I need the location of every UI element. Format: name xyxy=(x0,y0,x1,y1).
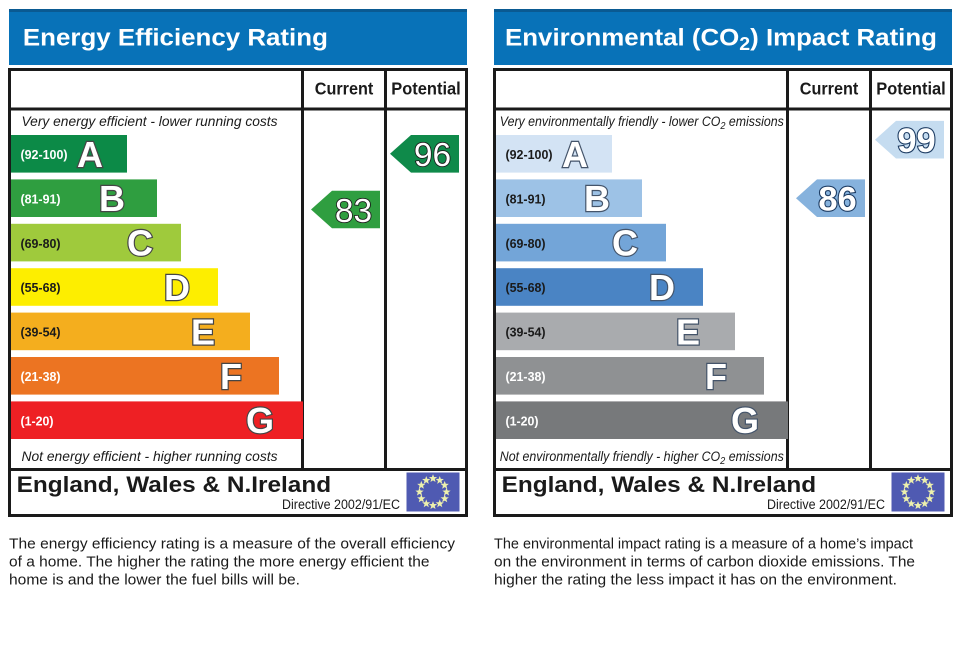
svg-text:D: D xyxy=(164,267,190,308)
svg-text:on the environment in terms of: on the environment in terms of carbon di… xyxy=(494,554,915,570)
svg-text:Potential: Potential xyxy=(391,79,461,99)
svg-text:A: A xyxy=(77,134,103,175)
svg-text:(1-20): (1-20) xyxy=(506,414,539,428)
svg-text:The environmental impact ratin: The environmental impact rating is a mea… xyxy=(494,536,913,552)
svg-text:(21-38): (21-38) xyxy=(506,370,546,384)
svg-text:E: E xyxy=(191,311,215,352)
svg-text:of a home. The higher the rati: of a home. The higher the rating the mor… xyxy=(9,554,430,570)
svg-text:G: G xyxy=(731,400,759,441)
svg-text:(69-80): (69-80) xyxy=(506,237,546,251)
svg-text:86: 86 xyxy=(818,181,856,219)
svg-text:England, Wales & N.Ireland: England, Wales & N.Ireland xyxy=(502,472,816,497)
svg-text:Very energy efficient - lower: Very energy efficient - lower running co… xyxy=(22,114,278,129)
svg-text:83: 83 xyxy=(335,193,372,230)
svg-text:Directive 2002/91/EC: Directive 2002/91/EC xyxy=(282,497,400,512)
svg-text:F: F xyxy=(705,356,727,397)
svg-text:D: D xyxy=(649,267,675,308)
svg-text:C: C xyxy=(612,223,638,264)
svg-text:(81-91): (81-91) xyxy=(21,192,61,206)
svg-text:(55-68): (55-68) xyxy=(506,281,546,295)
svg-text:Very environmentally friendly: Very environmentally friendly - lower CO… xyxy=(500,114,784,132)
svg-text:Energy Efficiency Rating: Energy Efficiency Rating xyxy=(23,24,328,51)
svg-text:B: B xyxy=(99,178,125,219)
svg-text:home is and the lower the fuel: home is and the lower the fuel bills wil… xyxy=(9,572,300,588)
svg-text:(55-68): (55-68) xyxy=(21,281,61,295)
svg-text:Current: Current xyxy=(800,79,859,99)
svg-text:Not environmentally friendly -: Not environmentally friendly - higher CO… xyxy=(500,449,784,467)
svg-text:(21-38): (21-38) xyxy=(21,370,61,384)
svg-text:The energy efficiency rating i: The energy efficiency rating is a measur… xyxy=(9,536,456,552)
svg-text:99: 99 xyxy=(897,122,935,160)
svg-text:B: B xyxy=(584,178,610,219)
svg-text:A: A xyxy=(562,134,588,175)
svg-text:G: G xyxy=(246,400,274,441)
svg-text:96: 96 xyxy=(414,137,451,174)
svg-text:(1-20): (1-20) xyxy=(21,414,54,428)
svg-text:England, Wales & N.Ireland: England, Wales & N.Ireland xyxy=(17,472,332,497)
svg-text:(81-91): (81-91) xyxy=(506,192,546,206)
svg-text:(39-54): (39-54) xyxy=(21,326,61,340)
svg-text:Not energy efficient - higher: Not energy efficient - higher running co… xyxy=(22,449,278,464)
svg-text:E: E xyxy=(676,311,700,352)
svg-text:Current: Current xyxy=(315,79,374,99)
svg-text:(39-54): (39-54) xyxy=(506,326,546,340)
svg-text:(69-80): (69-80) xyxy=(21,237,61,251)
svg-text:Potential: Potential xyxy=(876,79,946,99)
svg-text:(92-100): (92-100) xyxy=(21,148,68,162)
svg-text:F: F xyxy=(220,356,242,397)
svg-text:higher the rating the less imp: higher the rating the less impact it has… xyxy=(494,572,897,588)
svg-text:(92-100): (92-100) xyxy=(506,148,553,162)
svg-text:C: C xyxy=(127,223,153,264)
svg-text:Directive 2002/91/EC: Directive 2002/91/EC xyxy=(767,497,885,512)
svg-text:Environmental (CO2) Impact Rat: Environmental (CO 2) Impact Rating xyxy=(505,24,937,54)
